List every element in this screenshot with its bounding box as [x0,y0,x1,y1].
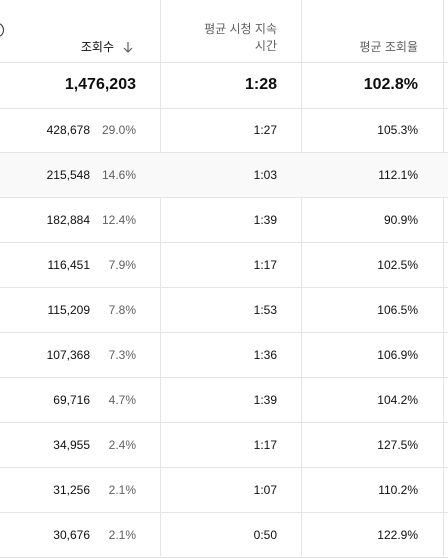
row-avg-percentage: 106.9% [377,348,418,362]
row-views: 34,955 [53,438,90,452]
row-avg-view-duration: 0:50 [253,528,277,542]
row-avg-view-duration: 1:39 [253,393,277,407]
row-avg-percentage: 127.5% [377,438,418,452]
row-avg-view-duration: 1:17 [253,438,277,452]
row-avg-percentage: 105.3% [377,123,418,137]
column-divider [301,0,302,556]
row-avg-percentage: 122.9% [377,528,418,542]
row-share: 12.4% [101,213,136,227]
row-views: 30,676 [53,528,90,542]
row-views: 428,678 [46,123,90,137]
table-row[interactable]: 215,548 14.6% 1:03 112.1% [0,153,448,198]
row-avg-percentage: 106.5% [377,303,418,317]
row-share: 7.8% [108,303,136,317]
table-row[interactable]: 34,955 2.4% 1:17 127.5% [0,423,448,468]
table-header: 조회수 평균 시청 지속 시간 평균 조회율 [0,0,448,63]
avg-view-duration-column-header[interactable]: 평균 시청 지속 시간 [157,21,277,55]
row-avg-view-duration: 1:53 [253,303,277,317]
row-views: 31,256 [53,483,90,497]
avg-percentage-header-label: 평균 조회율 [359,40,418,54]
table-body: 428,678 29.0% 1:27 105.3% 215,548 14.6% … [0,108,448,558]
row-share: 4.7% [108,393,136,407]
row-avg-percentage: 110.2% [378,483,418,497]
row-share: 7.3% [108,348,136,362]
row-avg-view-duration: 1:39 [253,213,277,227]
table-row[interactable]: 30,676 2.1% 0:50 122.9% [0,513,448,558]
row-share: 2.4% [108,438,136,452]
row-views: 215,548 [46,168,90,182]
total-views: 1,476,203 [64,76,136,93]
row-avg-percentage: 90.9% [383,213,418,227]
row-views: 182,884 [46,213,90,227]
views-header-label: 조회수 [80,40,114,54]
row-avg-view-duration: 1:36 [253,348,277,362]
total-avg-view-duration: 1:28 [244,76,277,93]
row-avg-percentage: 102.5% [377,258,418,272]
row-avg-view-duration: 1:03 [253,168,277,182]
row-share: 2.1% [108,528,136,542]
row-share: 2.1% [108,483,136,497]
total-row: 1,476,203 1:28 102.8% [0,62,448,109]
column-divider [443,0,444,556]
table-row[interactable]: 428,678 29.0% 1:27 105.3% [0,108,448,153]
row-avg-percentage: 112.1% [378,168,418,182]
row-share: 14.6% [101,168,136,182]
arrow-down-icon [123,42,133,53]
table-row[interactable]: 115,209 7.8% 1:53 106.5% [0,288,448,333]
row-avg-view-duration: 1:27 [253,123,277,137]
table-row[interactable]: 69,716 4.7% 1:39 104.2% [0,378,448,423]
table-row[interactable]: 182,884 12.4% 1:39 90.9% [0,198,448,243]
row-views: 116,451 [47,258,91,272]
views-column-header[interactable]: 조회수 [81,39,134,56]
avg-view-duration-header-line1: 평균 시청 지속 [204,22,277,36]
row-avg-view-duration: 1:07 [253,483,277,497]
table-row[interactable]: 116,451 7.9% 1:17 102.5% [0,243,448,288]
row-avg-percentage: 104.2% [377,393,418,407]
row-views: 69,716 [53,393,90,407]
row-views: 107,368 [46,348,90,362]
row-share: 7.9% [108,258,136,272]
column-divider [160,0,161,556]
table-row[interactable]: 107,368 7.3% 1:36 106.9% [0,333,448,378]
avg-view-duration-header-line2: 시간 [254,39,277,53]
table-row[interactable]: 31,256 2.1% 1:07 110.2% [0,468,448,513]
avg-percentage-column-header[interactable]: 평균 조회율 [359,39,418,56]
total-avg-percentage: 102.8% [363,76,418,93]
row-avg-view-duration: 1:17 [253,258,277,272]
row-views: 115,209 [47,303,91,317]
row-share: 29.0% [101,123,136,137]
info-icon[interactable] [0,23,4,37]
